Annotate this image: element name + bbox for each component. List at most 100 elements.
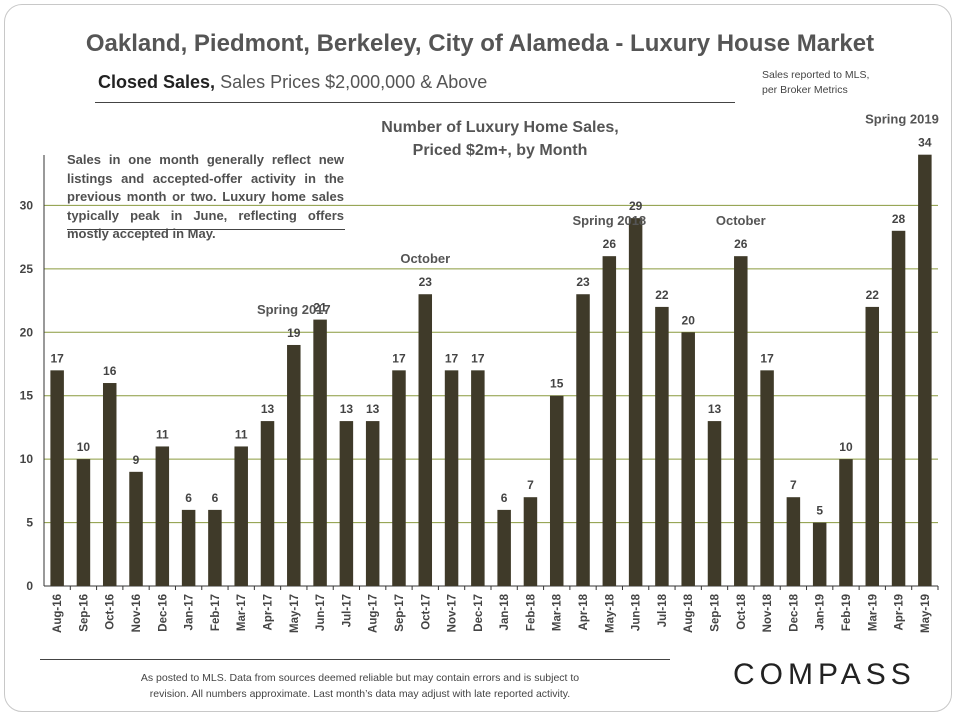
callout-label: October — [400, 251, 450, 266]
bar — [497, 509, 511, 586]
bar — [812, 522, 827, 586]
x-tick-label: Sep-17 — [394, 594, 406, 632]
data-label: 9 — [133, 453, 140, 467]
bar — [628, 218, 643, 586]
y-tick-label: 10 — [20, 452, 34, 466]
data-label: 13 — [366, 402, 380, 416]
x-tick-label: Apr-18 — [578, 593, 590, 630]
bar — [155, 446, 170, 586]
x-tick-label: Jun-17 — [315, 594, 327, 631]
bar — [260, 421, 275, 586]
bar — [760, 370, 774, 586]
data-label: 17 — [760, 351, 774, 365]
source-note-line2: per Broker Metrics — [762, 84, 848, 96]
data-label: 7 — [527, 478, 534, 492]
x-tick-label: May-17 — [289, 594, 301, 633]
data-label: 21 — [313, 301, 327, 315]
data-label: 22 — [655, 288, 669, 302]
annotation-note: Sales in one month generally reflect new… — [67, 152, 344, 241]
y-tick-label: 15 — [20, 389, 34, 403]
chart-title-line1: Number of Luxury Home Sales, — [381, 119, 619, 136]
data-label: 26 — [734, 237, 748, 251]
bar — [234, 446, 248, 586]
data-label: 29 — [629, 199, 643, 213]
bar — [76, 459, 91, 586]
x-tick-label: Oct-17 — [420, 594, 432, 630]
x-tick-label: Feb-19 — [841, 594, 853, 631]
data-label: 13 — [261, 402, 275, 416]
bar — [576, 294, 590, 586]
subtitle-rest: Sales Prices $2,000,000 & Above — [220, 72, 488, 92]
data-label: 20 — [682, 313, 696, 327]
source-note-line1: Sales reported to MLS, — [762, 69, 870, 81]
bar — [786, 497, 801, 586]
bar — [707, 421, 722, 586]
x-tick-label: Dec-16 — [157, 594, 169, 632]
bar — [50, 370, 64, 586]
bar — [181, 509, 196, 586]
data-label: 23 — [576, 275, 590, 289]
bar — [444, 370, 459, 586]
data-label: 23 — [419, 275, 433, 289]
y-tick-label: 25 — [20, 262, 34, 276]
bar — [208, 509, 222, 586]
page-title: Oakland, Piedmont, Berkeley, City of Ala… — [85, 30, 875, 57]
data-label: 6 — [185, 491, 192, 505]
footer-line2: revision. All numbers approximate. Last … — [149, 688, 571, 700]
y-tick-label: 30 — [20, 198, 34, 212]
x-tick-label: Aug-16 — [52, 594, 64, 633]
x-tick-label: Aug-18 — [683, 593, 695, 633]
x-tick-label: Mar-18 — [552, 593, 564, 631]
bar — [418, 294, 433, 586]
chart-title: Number of Luxury Home Sales, Priced $2m+… — [340, 116, 660, 162]
bar — [839, 459, 853, 586]
x-tick-label: Oct-16 — [105, 594, 117, 630]
footer-divider — [40, 659, 670, 660]
x-tick-label: Oct-18 — [736, 593, 748, 629]
data-label: 10 — [77, 440, 91, 454]
x-tick-label: Jun-18 — [631, 593, 643, 631]
data-label: 17 — [471, 351, 485, 365]
x-tick-label: Jan-18 — [499, 593, 511, 630]
subtitle-bold: Closed Sales, — [98, 72, 216, 92]
data-label: 7 — [790, 478, 797, 492]
bar — [102, 383, 117, 586]
x-tick-label: Apr-17 — [263, 594, 275, 630]
x-tick-label: Nov-17 — [447, 594, 459, 632]
data-label: 13 — [708, 402, 722, 416]
data-label: 6 — [212, 491, 219, 505]
data-label: 19 — [287, 326, 301, 340]
x-tick-label: Jul-18 — [657, 593, 669, 627]
y-tick-label: 0 — [26, 579, 33, 593]
data-label: 17 — [392, 351, 406, 365]
data-label: 13 — [340, 402, 354, 416]
x-tick-label: Feb-18 — [525, 593, 537, 631]
bar — [523, 497, 538, 586]
subtitle-underline — [95, 102, 735, 103]
bar — [129, 471, 143, 586]
x-tick-label: Nov-18 — [762, 593, 774, 632]
bar — [392, 370, 406, 586]
x-tick-label: Feb-17 — [210, 594, 222, 631]
footer-line1: As posted to MLS. Data from sources deem… — [140, 672, 580, 684]
data-label: 26 — [603, 237, 617, 251]
compass-logo: COMPASS — [733, 658, 916, 691]
data-label: 5 — [816, 504, 823, 518]
bar — [365, 421, 380, 586]
bar — [471, 370, 485, 586]
slide-frame — [4, 4, 952, 712]
data-label: 11 — [235, 427, 248, 441]
source-note: Sales reported to MLS, per Broker Metric… — [762, 68, 922, 98]
data-label: 17 — [50, 351, 64, 365]
bar — [918, 154, 932, 586]
data-label: 15 — [550, 377, 564, 391]
data-label: 28 — [892, 212, 906, 226]
data-label: 11 — [156, 427, 169, 441]
data-label: 17 — [445, 351, 459, 365]
bar — [891, 230, 906, 587]
annotation-underline — [67, 229, 345, 230]
data-label: 22 — [866, 288, 880, 302]
bar — [655, 306, 669, 586]
x-tick-label: May-18 — [604, 593, 616, 633]
